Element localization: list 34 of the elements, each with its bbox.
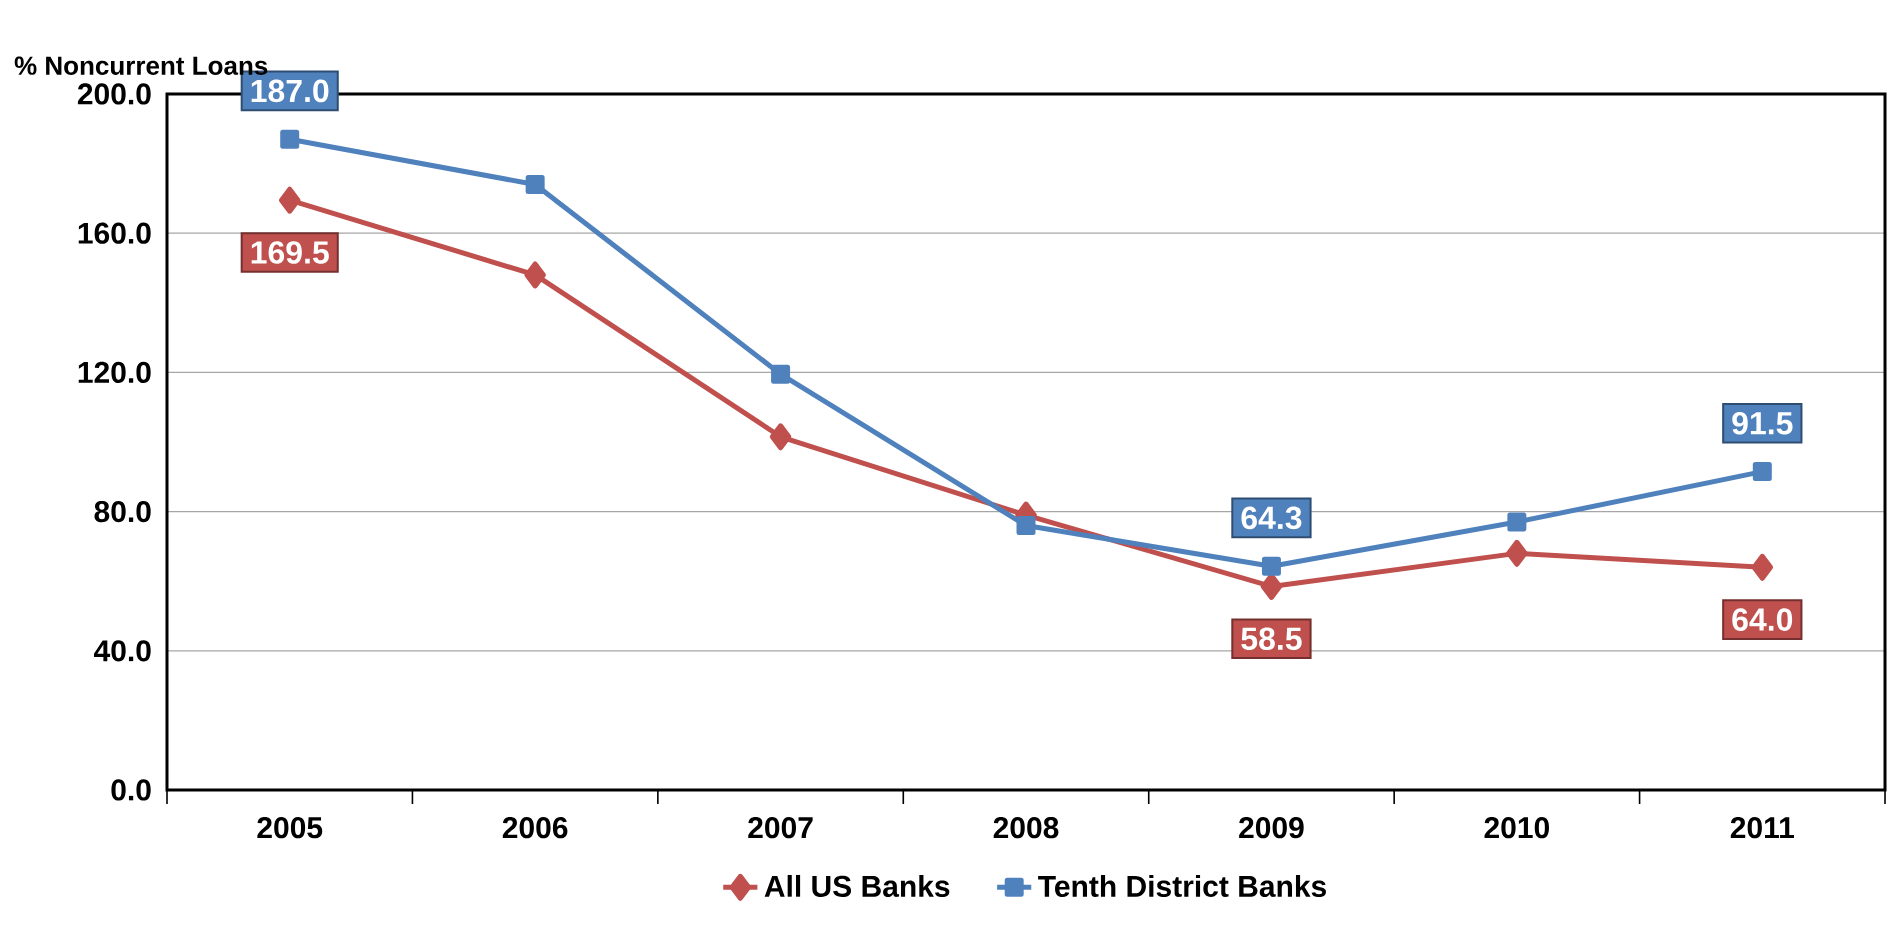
point xyxy=(769,423,792,451)
y-tick-label: 40.0 xyxy=(93,640,151,662)
point xyxy=(524,261,546,289)
x-tick-label: 2008 xyxy=(993,817,1059,839)
x-tick-label: 2011 xyxy=(1730,817,1794,839)
y-tick-label: 160.0 xyxy=(78,222,151,244)
x-tick-label: 2006 xyxy=(502,817,568,839)
point xyxy=(280,129,300,149)
x-tick-label: 2010 xyxy=(1484,817,1549,839)
legend-label: Tenth District Banks xyxy=(1038,874,1326,897)
data-label: 64.0 xyxy=(1732,608,1793,631)
data-label: 58.5 xyxy=(1241,627,1302,651)
point xyxy=(1506,539,1528,567)
data-label: 187.0 xyxy=(251,79,329,103)
point xyxy=(278,186,301,214)
point xyxy=(771,364,791,384)
point xyxy=(1751,553,1774,581)
legend-label: All US Banks xyxy=(764,874,950,897)
y-tick-label: 0.0 xyxy=(111,779,151,801)
point xyxy=(1261,556,1281,576)
y-axis-title: % Noncurrent Loans xyxy=(14,56,268,75)
data-label: 91.5 xyxy=(1732,411,1793,435)
x-tick-label: 2007 xyxy=(748,817,813,839)
point xyxy=(1016,516,1036,536)
data-label: 169.5 xyxy=(251,241,329,264)
point xyxy=(1507,512,1527,532)
point xyxy=(525,174,545,194)
x-tick-label: 2009 xyxy=(1239,817,1304,839)
point xyxy=(1752,462,1772,482)
y-tick-label: 120.0 xyxy=(78,361,151,384)
x-tick-label: 2005 xyxy=(257,817,323,839)
y-tick-label: 80.0 xyxy=(94,500,151,523)
y-tick-label: 200.0 xyxy=(77,83,151,105)
data-label: 64.3 xyxy=(1241,506,1302,530)
